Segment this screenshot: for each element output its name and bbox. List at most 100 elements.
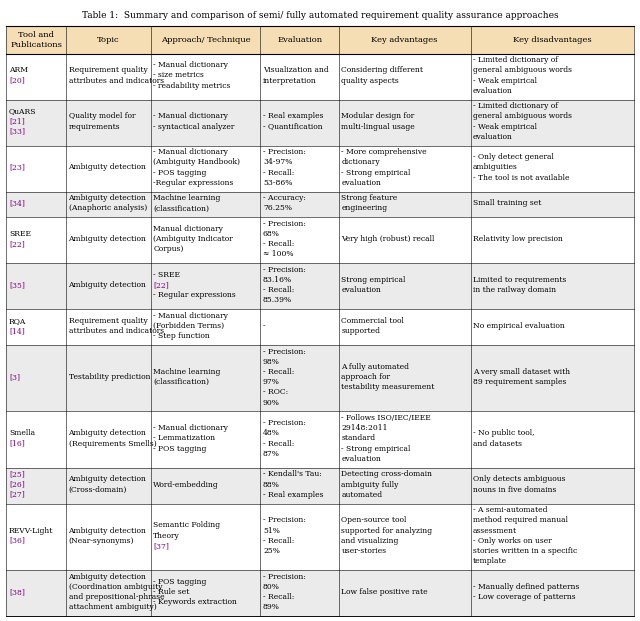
Text: - ROC:: - ROC: bbox=[263, 389, 288, 396]
Text: [22]: [22] bbox=[9, 240, 25, 248]
Text: (Near-synonyms): (Near-synonyms) bbox=[68, 537, 134, 545]
Text: testability measurement: testability measurement bbox=[341, 383, 435, 391]
Text: - Keywords extraction: - Keywords extraction bbox=[153, 598, 237, 606]
Text: Ambiguity detection: Ambiguity detection bbox=[68, 429, 147, 437]
Text: 48%: 48% bbox=[263, 429, 280, 437]
Text: supported: supported bbox=[341, 327, 380, 335]
Text: ambiguities: ambiguities bbox=[473, 163, 518, 171]
Text: Smella: Smella bbox=[9, 429, 35, 437]
Text: in the railway domain: in the railway domain bbox=[473, 286, 556, 294]
Bar bbox=[6, 26, 634, 53]
Text: - Lemmatization: - Lemmatization bbox=[153, 435, 215, 443]
Text: multi-lingual usage: multi-lingual usage bbox=[341, 122, 415, 130]
Text: [22]: [22] bbox=[153, 281, 169, 289]
Bar bbox=[6, 192, 634, 217]
Text: 51%: 51% bbox=[263, 527, 280, 535]
Text: Ambiguity detection: Ambiguity detection bbox=[68, 476, 147, 483]
Text: - Manual dictionary: - Manual dictionary bbox=[153, 312, 228, 320]
Text: and prepositional-phrase: and prepositional-phrase bbox=[68, 593, 164, 601]
Text: 68%: 68% bbox=[263, 230, 280, 238]
Text: - Limited dictionary of: - Limited dictionary of bbox=[473, 102, 558, 110]
Bar bbox=[6, 412, 634, 468]
Text: [36]: [36] bbox=[9, 537, 25, 545]
Text: - POS tagging: - POS tagging bbox=[153, 578, 207, 586]
Text: - Recall:: - Recall: bbox=[263, 440, 294, 448]
Text: [25]: [25] bbox=[9, 470, 25, 478]
Text: ARM: ARM bbox=[9, 66, 28, 75]
Text: evaluation: evaluation bbox=[341, 455, 381, 463]
Text: engineering: engineering bbox=[341, 204, 387, 212]
Text: Manual dictionary: Manual dictionary bbox=[153, 225, 223, 233]
Text: 89 requirement samples: 89 requirement samples bbox=[473, 378, 566, 386]
Text: - POS tagging: - POS tagging bbox=[153, 445, 207, 453]
Text: supported for analyzing: supported for analyzing bbox=[341, 527, 433, 535]
Text: Strong feature: Strong feature bbox=[341, 194, 397, 202]
Text: evaluation: evaluation bbox=[341, 286, 381, 294]
Text: - Recall:: - Recall: bbox=[263, 240, 294, 248]
Bar bbox=[6, 345, 634, 412]
Text: - Kendall's Tau:: - Kendall's Tau: bbox=[263, 470, 322, 478]
Text: Word-embedding: Word-embedding bbox=[153, 481, 219, 489]
Text: Theory: Theory bbox=[153, 532, 180, 540]
Text: Topic: Topic bbox=[97, 36, 120, 44]
Bar bbox=[6, 468, 634, 504]
Text: [26]: [26] bbox=[9, 481, 25, 489]
Bar bbox=[6, 53, 634, 99]
Text: - Limited dictionary of: - Limited dictionary of bbox=[473, 56, 558, 64]
Text: and datasets: and datasets bbox=[473, 440, 522, 448]
Text: 97%: 97% bbox=[263, 378, 280, 386]
Text: 98%: 98% bbox=[263, 358, 280, 366]
Text: general ambiguous words: general ambiguous words bbox=[473, 112, 572, 120]
Text: Machine learning: Machine learning bbox=[153, 368, 221, 376]
Bar bbox=[6, 263, 634, 309]
Text: Relativity low precision: Relativity low precision bbox=[473, 235, 563, 243]
Text: 87%: 87% bbox=[263, 450, 280, 458]
Text: 89%: 89% bbox=[263, 603, 280, 611]
Text: Only detects ambiguous: Only detects ambiguous bbox=[473, 476, 566, 483]
Text: method required manual: method required manual bbox=[473, 516, 568, 524]
Text: Requirement quality: Requirement quality bbox=[68, 66, 147, 75]
Text: Commercial tool: Commercial tool bbox=[341, 317, 404, 325]
Text: - Step function: - Step function bbox=[153, 332, 210, 340]
Text: - Quantification: - Quantification bbox=[263, 122, 323, 130]
Text: [23]: [23] bbox=[9, 163, 25, 171]
Text: requirements: requirements bbox=[68, 122, 120, 130]
Text: [21]: [21] bbox=[9, 117, 25, 125]
Text: - Only detect general: - Only detect general bbox=[473, 153, 554, 161]
Text: - Precision:: - Precision: bbox=[263, 516, 306, 524]
Text: 25%: 25% bbox=[263, 547, 280, 555]
Text: (Coordination ambiguity: (Coordination ambiguity bbox=[68, 582, 162, 591]
Text: (classification): (classification) bbox=[153, 378, 209, 386]
Text: Limited to requirements: Limited to requirements bbox=[473, 276, 566, 284]
Text: Requirement quality: Requirement quality bbox=[68, 317, 147, 325]
Text: quality aspects: quality aspects bbox=[341, 76, 399, 84]
Text: Visualization and: Visualization and bbox=[263, 66, 329, 75]
Bar bbox=[6, 145, 634, 192]
Text: -: - bbox=[263, 322, 266, 330]
Text: dictionary: dictionary bbox=[341, 158, 380, 166]
Text: ambiguity fully: ambiguity fully bbox=[341, 481, 399, 489]
Text: -Regular expressions: -Regular expressions bbox=[153, 179, 234, 187]
Text: (Forbidden Terms): (Forbidden Terms) bbox=[153, 322, 225, 330]
Text: - The tool is not available: - The tool is not available bbox=[473, 174, 570, 182]
Text: - Recall:: - Recall: bbox=[263, 368, 294, 376]
Text: - Manually defined patterns: - Manually defined patterns bbox=[473, 582, 579, 591]
Text: 34-97%: 34-97% bbox=[263, 158, 292, 166]
Text: Modular design for: Modular design for bbox=[341, 112, 415, 120]
Text: SREE: SREE bbox=[9, 230, 31, 238]
Text: [16]: [16] bbox=[9, 440, 25, 448]
Text: evaluation: evaluation bbox=[473, 133, 513, 141]
Text: [34]: [34] bbox=[9, 199, 25, 207]
Text: [33]: [33] bbox=[9, 128, 25, 135]
Text: (Anaphoric analysis): (Anaphoric analysis) bbox=[68, 204, 147, 212]
Text: (Ambiguity Indicator: (Ambiguity Indicator bbox=[153, 235, 233, 243]
Text: - Manual dictionary: - Manual dictionary bbox=[153, 61, 228, 69]
Text: Semantic Folding: Semantic Folding bbox=[153, 522, 220, 530]
Text: - Low coverage of patterns: - Low coverage of patterns bbox=[473, 593, 576, 601]
Text: - Only works on user: - Only works on user bbox=[473, 537, 552, 545]
Text: Ambiguity detection: Ambiguity detection bbox=[68, 281, 147, 289]
Text: standard: standard bbox=[341, 435, 376, 443]
Text: - Precision:: - Precision: bbox=[263, 220, 306, 228]
Text: Very high (robust) recall: Very high (robust) recall bbox=[341, 235, 435, 243]
Text: - SREE: - SREE bbox=[153, 271, 180, 279]
